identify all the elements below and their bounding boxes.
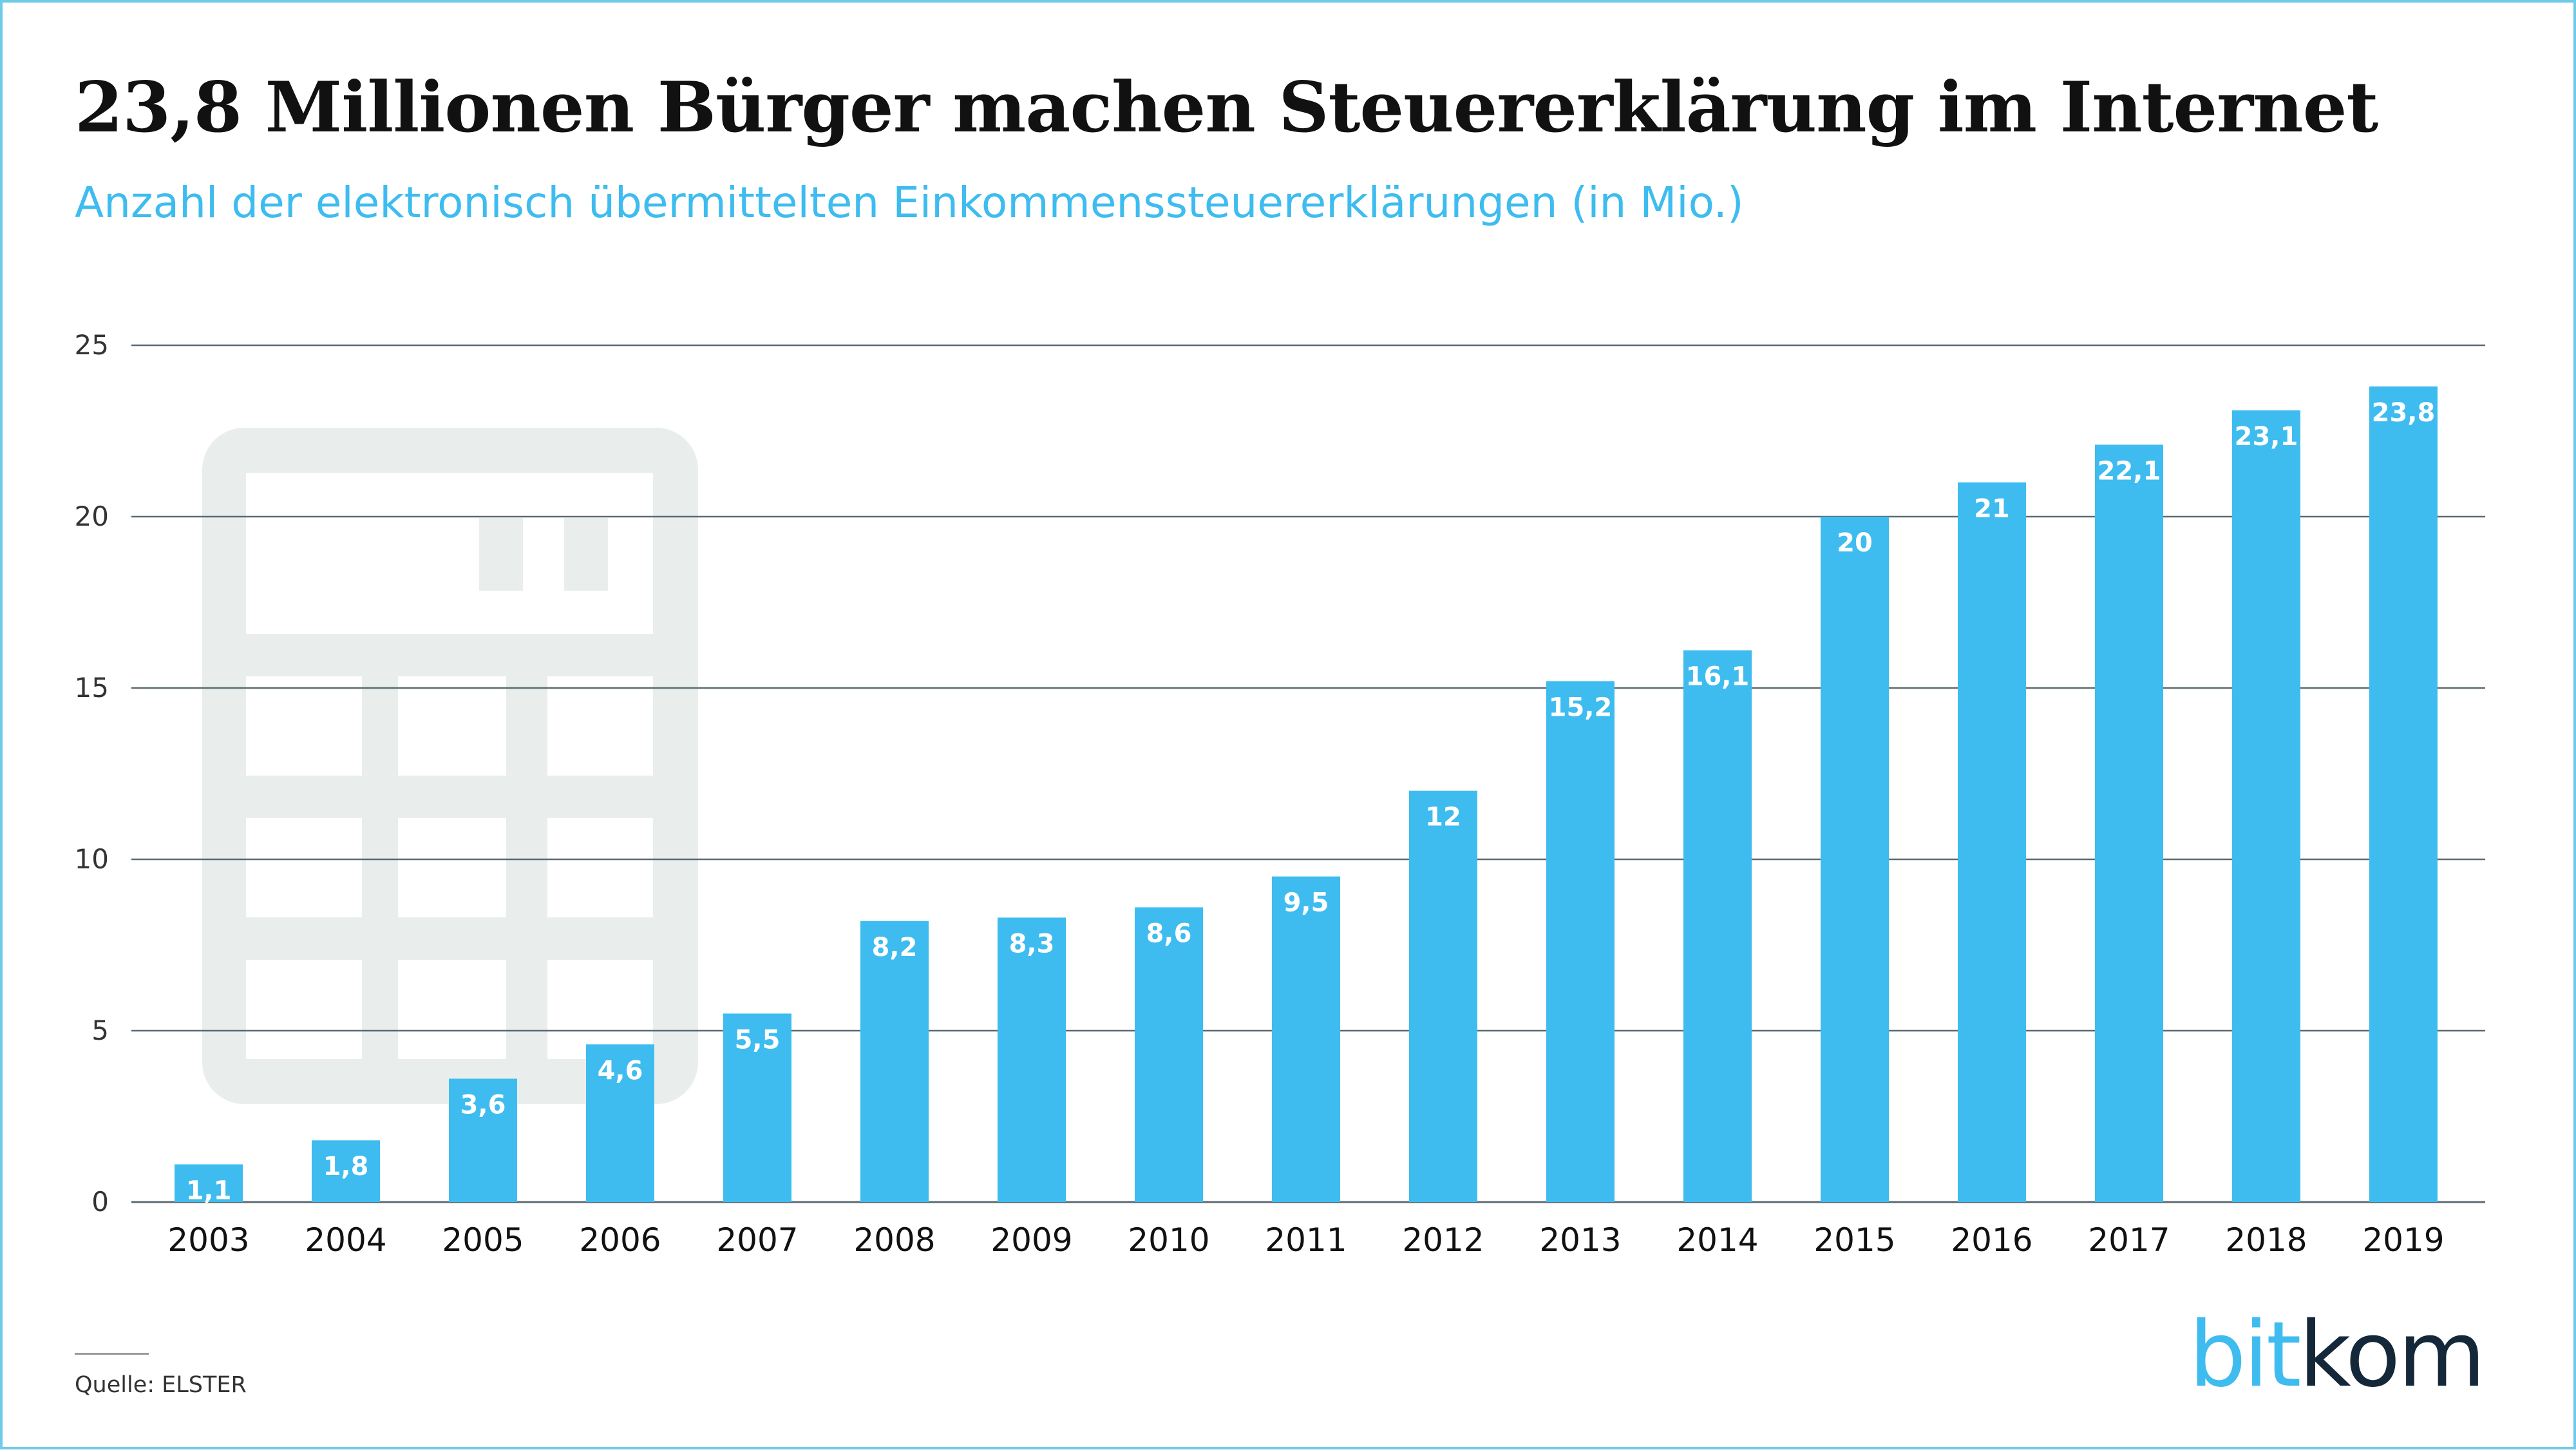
bar	[1409, 790, 1477, 1202]
value-label: 1,1	[186, 1176, 232, 1205]
y-tick-label: 20	[75, 501, 109, 532]
y-tick-label: 0	[91, 1186, 109, 1218]
value-label: 8,2	[872, 933, 918, 962]
y-tick-label: 5	[91, 1015, 109, 1046]
bar	[449, 1078, 517, 1202]
label-layer: 0 5 10 15 20 25 1,1 2003 1,8 2004 3,6 2005 4,6 2006 5,…	[75, 329, 2445, 1259]
x-tick-label: 2005	[442, 1221, 524, 1259]
bar	[175, 1164, 243, 1202]
source-divider	[75, 1353, 149, 1355]
bar	[723, 1013, 791, 1202]
bar	[2369, 386, 2438, 1202]
x-tick-label: 2015	[1814, 1221, 1895, 1259]
value-label: 22,1	[2098, 456, 2161, 486]
x-tick-label: 2007	[716, 1221, 798, 1259]
bar	[1135, 907, 1203, 1202]
y-tick-label: 25	[75, 329, 109, 361]
x-tick-label: 2012	[1402, 1221, 1484, 1259]
y-tick-label: 10	[75, 843, 109, 875]
value-label: 5,5	[735, 1025, 781, 1055]
bar-layer	[175, 386, 2438, 1202]
logo-part-bit: bit	[2189, 1303, 2302, 1408]
x-tick-label: 2009	[990, 1221, 1072, 1259]
x-tick-label: 2008	[853, 1221, 935, 1259]
x-tick-label: 2018	[2225, 1221, 2307, 1259]
value-label: 21	[1974, 494, 2010, 524]
x-tick-label: 2004	[305, 1221, 386, 1259]
x-tick-label: 2017	[2088, 1221, 2170, 1259]
bar-chart: 0 5 10 15 20 25 1,1 2003 1,8 2004 3,6 2005 4,6 2006 5,…	[75, 329, 2485, 1259]
x-tick-label: 2016	[1951, 1221, 2032, 1259]
value-label: 23,8	[2372, 398, 2436, 428]
value-label: 9,5	[1283, 888, 1329, 918]
x-tick-label: 2019	[2362, 1221, 2444, 1259]
bar	[586, 1044, 654, 1202]
logo-part-kom: kom	[2298, 1303, 2486, 1408]
x-tick-label: 2013	[1539, 1221, 1621, 1259]
x-tick-label: 2010	[1128, 1221, 1209, 1259]
value-label: 8,3	[1009, 929, 1055, 959]
x-tick-label: 2006	[579, 1221, 661, 1259]
bar	[1683, 650, 1752, 1202]
chart-title: 23,8 Millionen Bürger machen Steuererklä…	[75, 67, 2378, 148]
value-label: 12	[1425, 803, 1461, 832]
value-label: 1,8	[323, 1152, 369, 1181]
bar	[2232, 410, 2300, 1202]
x-tick-label: 2011	[1265, 1221, 1347, 1259]
value-label: 23,1	[2235, 422, 2298, 452]
y-tick-label: 15	[75, 672, 109, 703]
bar	[1546, 681, 1615, 1202]
bar	[1821, 517, 1889, 1202]
bar	[1272, 876, 1340, 1202]
x-tick-label: 2003	[167, 1221, 249, 1259]
calculator-icon	[202, 428, 698, 1104]
value-label: 3,6	[460, 1090, 506, 1120]
chart-subtitle: Anzahl der elektronisch übermittelten Ei…	[75, 178, 1744, 227]
bar	[312, 1140, 380, 1202]
value-label: 15,2	[1549, 693, 1613, 722]
bitkom-logo: bitkom	[2189, 1310, 2486, 1400]
source-note: Quelle: ELSTER	[75, 1372, 247, 1398]
bar	[2095, 444, 2163, 1202]
bar	[998, 917, 1066, 1202]
value-label: 20	[1837, 528, 1873, 558]
value-label: 16,1	[1686, 662, 1750, 691]
bar	[1958, 482, 2026, 1202]
value-label: 8,6	[1146, 919, 1192, 948]
value-label: 4,6	[598, 1056, 643, 1085]
x-tick-label: 2014	[1676, 1221, 1758, 1259]
bar	[860, 921, 929, 1202]
